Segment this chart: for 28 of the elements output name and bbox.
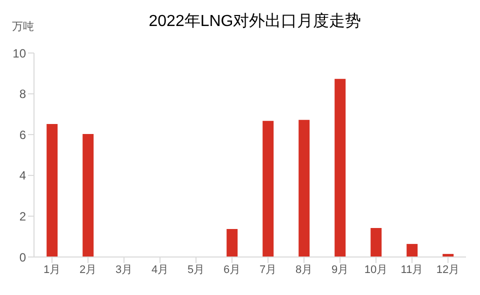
bar <box>406 244 418 257</box>
y-tick-label: 2 <box>19 209 26 224</box>
x-tick-label: 6月 <box>223 264 241 276</box>
x-tick-label: 10月 <box>364 264 388 276</box>
chart-title: 2022年LNG对外出口月度走势 <box>148 13 362 30</box>
bar <box>46 124 58 257</box>
x-tick-label: 9月 <box>331 264 349 276</box>
x-tick-label: 1月 <box>43 264 61 276</box>
x-tick-label: 8月 <box>295 264 313 276</box>
x-tick-label: 2月 <box>79 264 97 276</box>
x-tick-label: 12月 <box>436 264 460 276</box>
bar <box>370 228 382 257</box>
y-axis-title: 万吨 <box>12 20 34 34</box>
bar <box>262 120 274 257</box>
x-tick-label: 7月 <box>259 264 277 276</box>
bar <box>334 78 346 257</box>
x-tick-label: 5月 <box>187 264 205 276</box>
y-tick-label: 6 <box>19 128 26 142</box>
x-tick-label: 11月 <box>400 264 424 276</box>
bar <box>298 120 310 257</box>
y-tick-label: 10 <box>12 46 26 60</box>
bar <box>226 229 238 257</box>
x-tick-label: 3月 <box>115 264 133 276</box>
x-tick-label: 4月 <box>151 264 169 276</box>
y-tick-label: 0 <box>19 250 26 264</box>
bar <box>82 134 94 257</box>
y-tick-label: 8 <box>19 87 26 102</box>
y-tick-label: 4 <box>19 168 26 183</box>
